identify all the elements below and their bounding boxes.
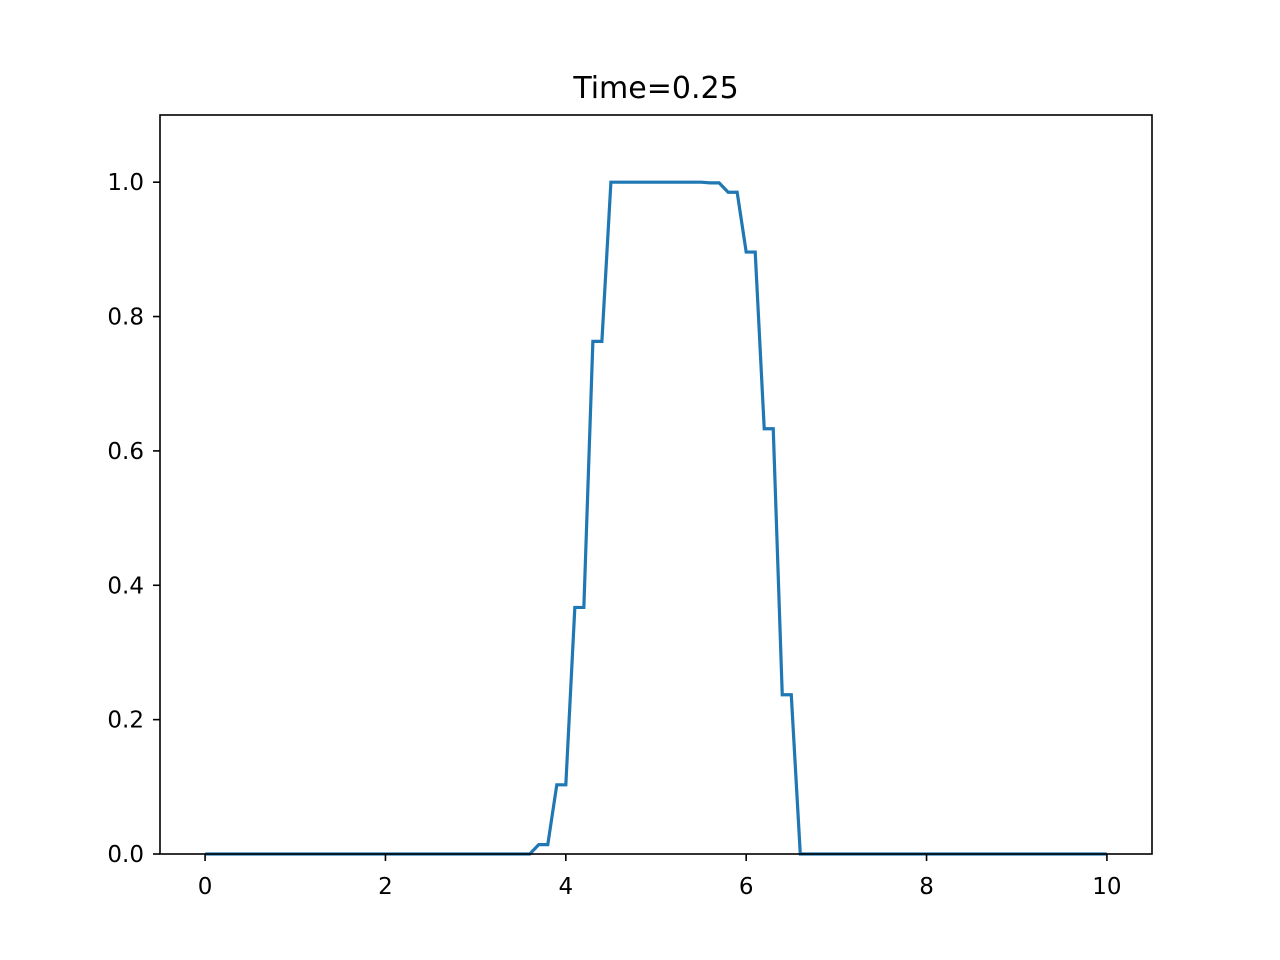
y-tick-label: 0.4 <box>107 573 144 599</box>
y-tick-label: 0.8 <box>107 305 144 331</box>
y-tick-label: 0.6 <box>107 439 144 465</box>
y-tick-label: 0.0 <box>107 842 144 868</box>
y-tick-label: 1.0 <box>107 170 144 196</box>
series-line-0 <box>205 180 1107 856</box>
x-tick-label: 8 <box>919 874 934 900</box>
axes-frame <box>159 114 1153 855</box>
y-tick-label: 0.2 <box>107 708 144 734</box>
chart-title: Time=0.25 <box>572 71 738 106</box>
x-tick-label: 2 <box>378 874 393 900</box>
x-tick-label: 10 <box>1092 874 1121 900</box>
x-tick-label: 0 <box>198 874 213 900</box>
x-axis: 0 2 4 6 8 10 <box>198 854 1122 900</box>
x-tick-label: 6 <box>739 874 754 900</box>
y-axis: 0.0 0.2 0.4 0.6 0.8 1.0 <box>107 170 160 868</box>
plot-area <box>205 180 1107 856</box>
x-tick-label: 4 <box>558 874 573 900</box>
